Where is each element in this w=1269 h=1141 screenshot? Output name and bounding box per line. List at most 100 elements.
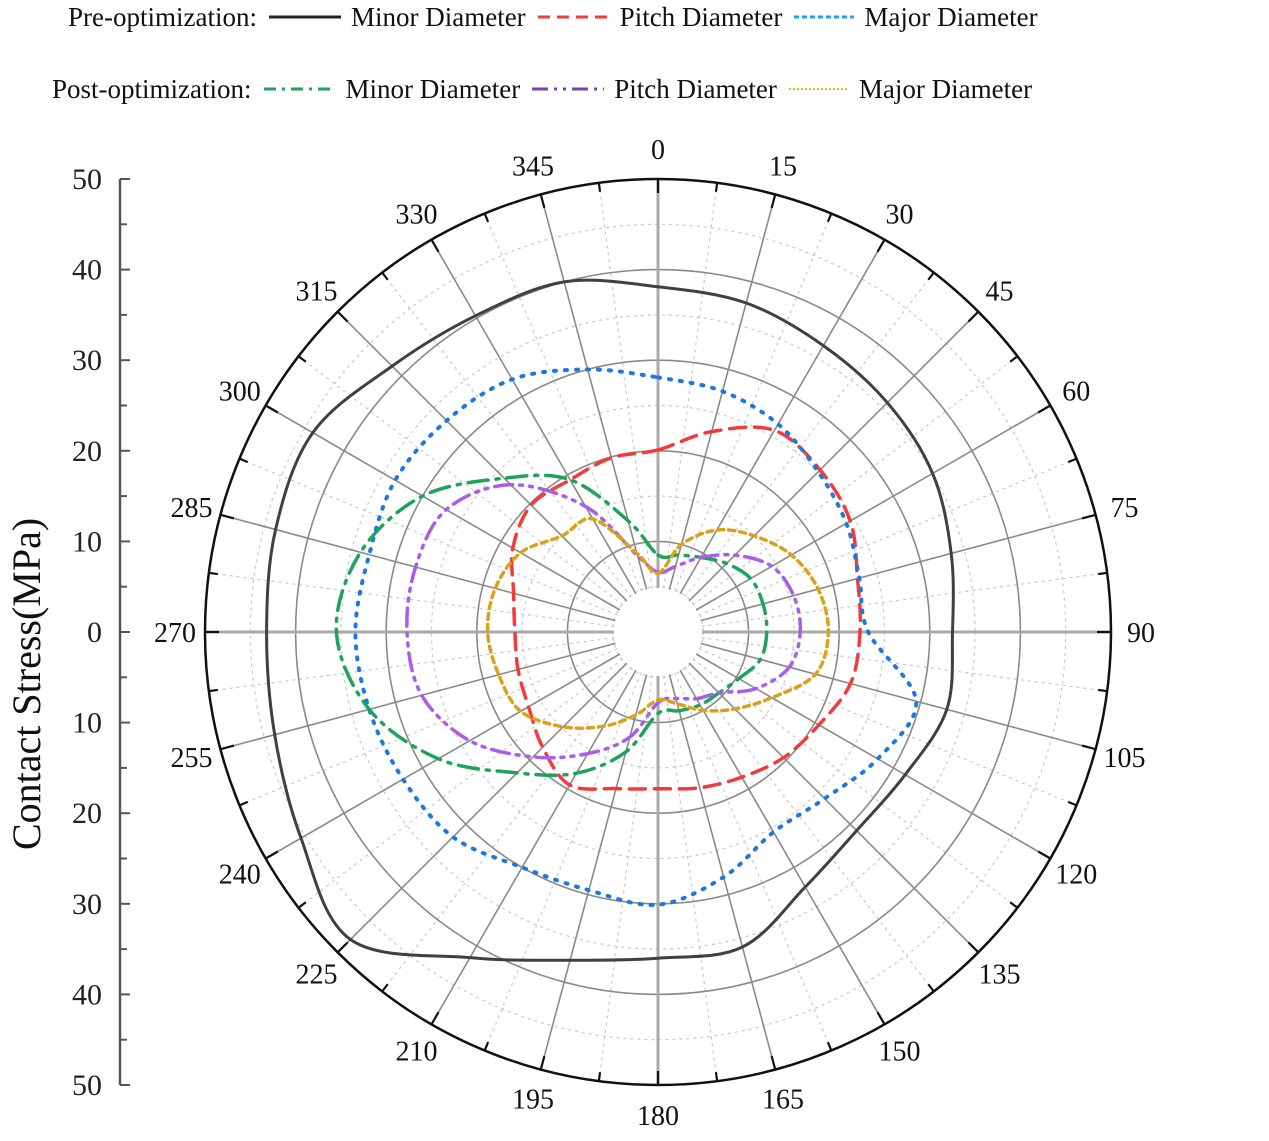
angular-minor-tick xyxy=(1067,800,1077,807)
legend-item-post-pitch: Pitch Diameter xyxy=(530,74,787,105)
series-pre-pitch xyxy=(509,425,863,791)
major-grid-spoke xyxy=(265,404,621,611)
angular-minor-tick xyxy=(597,1072,602,1082)
legend-label: Minor Diameter xyxy=(350,1,526,32)
angular-minor-tick xyxy=(1067,457,1077,464)
minor-grid-spoke xyxy=(684,272,935,598)
minor-grid-spoke xyxy=(484,672,642,1051)
minor-grid-spoke xyxy=(598,675,653,1082)
radial-tick-label: 10 xyxy=(72,707,102,740)
minor-grid-spoke xyxy=(674,213,832,592)
minor-grid-spoke xyxy=(208,572,615,627)
angular-minor-tick xyxy=(208,688,218,693)
minor-grid-spoke xyxy=(701,572,1108,627)
angular-minor-tick xyxy=(1098,571,1108,576)
angular-minor-tick xyxy=(381,271,389,281)
legend-label: Major Diameter xyxy=(864,1,1038,32)
minor-grid-spoke xyxy=(298,658,624,909)
angular-minor-tick xyxy=(297,901,307,909)
angular-major-tick xyxy=(967,310,980,323)
minor-grid-spoke xyxy=(692,355,1018,606)
angle-label: 165 xyxy=(762,1085,804,1116)
angular-minor-tick xyxy=(714,1072,719,1082)
angle-label: 255 xyxy=(170,743,212,774)
major-grid-spoke xyxy=(679,239,886,595)
angular-minor-tick xyxy=(1009,901,1019,909)
minor-grid-spoke xyxy=(674,672,832,1051)
angle-label: 120 xyxy=(1055,860,1097,891)
angle-label: 90 xyxy=(1127,618,1155,649)
angular-minor-tick xyxy=(826,1041,833,1051)
angular-major-tick xyxy=(1037,850,1051,860)
radial-tick-label: 40 xyxy=(72,978,102,1011)
angle-label: 285 xyxy=(170,493,212,524)
angular-major-tick xyxy=(876,1011,886,1025)
major-grid-spoke xyxy=(679,669,886,1025)
angular-minor-tick xyxy=(927,271,935,281)
angle-label: 225 xyxy=(295,960,337,991)
major-grid-spoke xyxy=(220,513,616,622)
angle-label: 180 xyxy=(637,1101,679,1132)
angular-major-tick xyxy=(967,941,980,954)
angle-label: 0 xyxy=(651,135,665,166)
minor-grid-spoke xyxy=(298,355,624,606)
legend-item-post-major: Major Diameter xyxy=(787,74,1042,105)
radial-tick-label: 30 xyxy=(72,888,102,921)
minor-grid-spoke xyxy=(381,666,632,992)
angle-label: 30 xyxy=(886,200,914,231)
short-dot-line-swatch-icon xyxy=(788,88,849,90)
angle-label: 240 xyxy=(219,860,261,891)
major-grid-spoke xyxy=(220,642,616,751)
angular-minor-tick xyxy=(483,213,490,223)
major-grid-spoke xyxy=(539,674,648,1070)
dashed-line-swatch-icon xyxy=(537,15,610,19)
legend-item-pre-major: Major Diameter xyxy=(792,2,1047,33)
major-grid-spoke xyxy=(700,642,1096,751)
angular-major-tick xyxy=(1081,744,1096,751)
angular-major-tick xyxy=(770,1055,777,1070)
y-axis-title: Contact Stress(MPa) xyxy=(4,517,49,850)
angle-label: 300 xyxy=(219,377,261,408)
major-grid-spoke xyxy=(430,239,637,595)
angular-major-tick xyxy=(336,310,349,323)
angle-label: 210 xyxy=(396,1036,438,1067)
legend-label: Major Diameter xyxy=(858,73,1033,104)
legend-item-post-minor: Minor Diameter xyxy=(262,74,531,105)
angle-label: 45 xyxy=(986,276,1014,307)
angular-minor-tick xyxy=(239,457,249,464)
minor-grid-spoke xyxy=(692,658,1018,909)
center-hole xyxy=(614,588,702,676)
angle-label: 135 xyxy=(979,960,1021,991)
angle-label: 15 xyxy=(769,151,797,182)
major-grid-spoke xyxy=(337,311,628,602)
angle-label: 345 xyxy=(512,151,554,182)
angular-minor-tick xyxy=(239,800,249,807)
series-post-minor xyxy=(334,473,769,778)
angle-label: 105 xyxy=(1104,743,1146,774)
legend-label: Pitch Diameter xyxy=(614,73,777,104)
dash-dot-line-swatch-icon xyxy=(263,87,336,91)
radial-tick-label: 50 xyxy=(72,1069,102,1102)
minor-grid-spoke xyxy=(381,272,632,598)
minor-grid-spoke xyxy=(663,182,718,589)
angular-minor-tick xyxy=(297,355,307,363)
legend-item-pre-pitch: Pitch Diameter xyxy=(536,2,793,33)
major-grid-spoke xyxy=(688,311,979,602)
legend-item-pre-minor: Minor Diameter xyxy=(267,2,536,33)
angle-label: 60 xyxy=(1062,377,1090,408)
angular-minor-tick xyxy=(826,213,833,223)
angular-minor-tick xyxy=(483,1041,490,1051)
series-post-major xyxy=(485,516,831,730)
angular-major-tick xyxy=(265,404,279,414)
angular-major-tick xyxy=(220,513,235,520)
major-grid-spoke xyxy=(688,662,979,953)
solid-line-swatch-icon xyxy=(268,15,341,19)
angle-label: 150 xyxy=(879,1036,921,1067)
angular-major-tick xyxy=(220,744,235,751)
radial-tick-label: 50 xyxy=(72,163,102,196)
legend-row-post: Post-optimization: Minor Diameter Pitch … xyxy=(52,72,1042,106)
series-pre-major xyxy=(353,367,919,907)
angular-major-tick xyxy=(430,239,440,253)
radial-tick-label: 20 xyxy=(72,435,102,468)
